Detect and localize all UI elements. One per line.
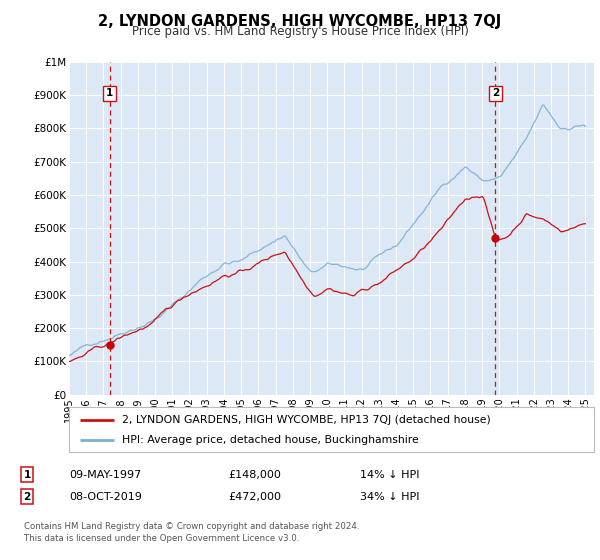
- Text: 14% ↓ HPI: 14% ↓ HPI: [360, 470, 419, 480]
- Text: 08-OCT-2019: 08-OCT-2019: [69, 492, 142, 502]
- Text: 2, LYNDON GARDENS, HIGH WYCOMBE, HP13 7QJ: 2, LYNDON GARDENS, HIGH WYCOMBE, HP13 7Q…: [98, 14, 502, 29]
- Text: 1: 1: [23, 470, 31, 480]
- Text: 2: 2: [492, 88, 499, 98]
- Text: 2, LYNDON GARDENS, HIGH WYCOMBE, HP13 7QJ (detached house): 2, LYNDON GARDENS, HIGH WYCOMBE, HP13 7Q…: [121, 416, 490, 426]
- Text: 2: 2: [23, 492, 31, 502]
- Text: HPI: Average price, detached house, Buckinghamshire: HPI: Average price, detached house, Buck…: [121, 435, 418, 445]
- Text: 34% ↓ HPI: 34% ↓ HPI: [360, 492, 419, 502]
- Text: 09-MAY-1997: 09-MAY-1997: [69, 470, 141, 480]
- Text: Contains HM Land Registry data © Crown copyright and database right 2024.
This d: Contains HM Land Registry data © Crown c…: [24, 522, 359, 543]
- Text: Price paid vs. HM Land Registry's House Price Index (HPI): Price paid vs. HM Land Registry's House …: [131, 25, 469, 38]
- Text: 1: 1: [106, 88, 113, 98]
- Text: £148,000: £148,000: [228, 470, 281, 480]
- Text: £472,000: £472,000: [228, 492, 281, 502]
